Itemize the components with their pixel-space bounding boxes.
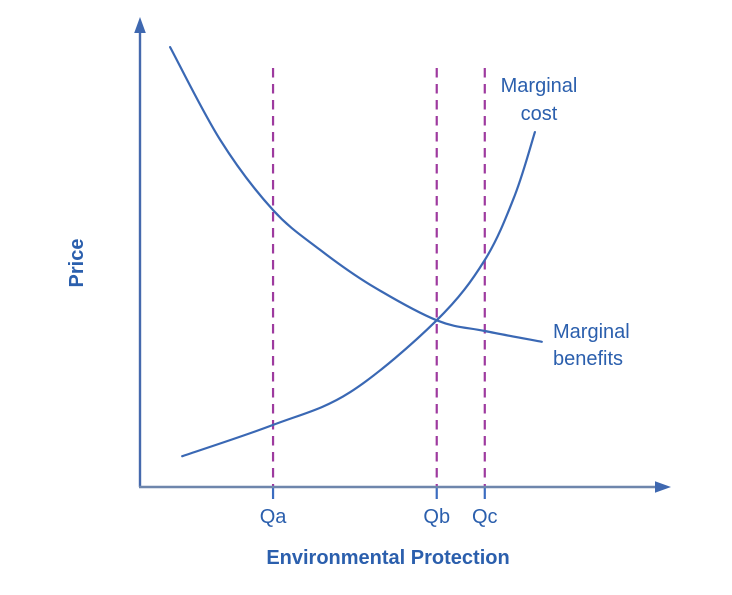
x-marker-label-qa: Qa — [259, 506, 287, 528]
series-label-marginal-cost: Marginal cost — [500, 75, 578, 125]
y-axis-arrow-icon — [134, 17, 146, 33]
q-marker-lines — [271, 68, 486, 499]
series-label-marginal-benefits: Marginal benefits — [553, 321, 630, 370]
marginal-cost-curve — [181, 131, 536, 458]
y-axis-label: Price — [66, 238, 88, 288]
x-marker-label-qc: Qc — [472, 506, 498, 528]
x-marker-label-qb: Qb — [423, 506, 451, 528]
x-axis-arrow-icon — [655, 481, 671, 493]
marginal-benefits-curve — [169, 46, 543, 343]
x-axis-label: Environmental Protection — [266, 547, 510, 569]
